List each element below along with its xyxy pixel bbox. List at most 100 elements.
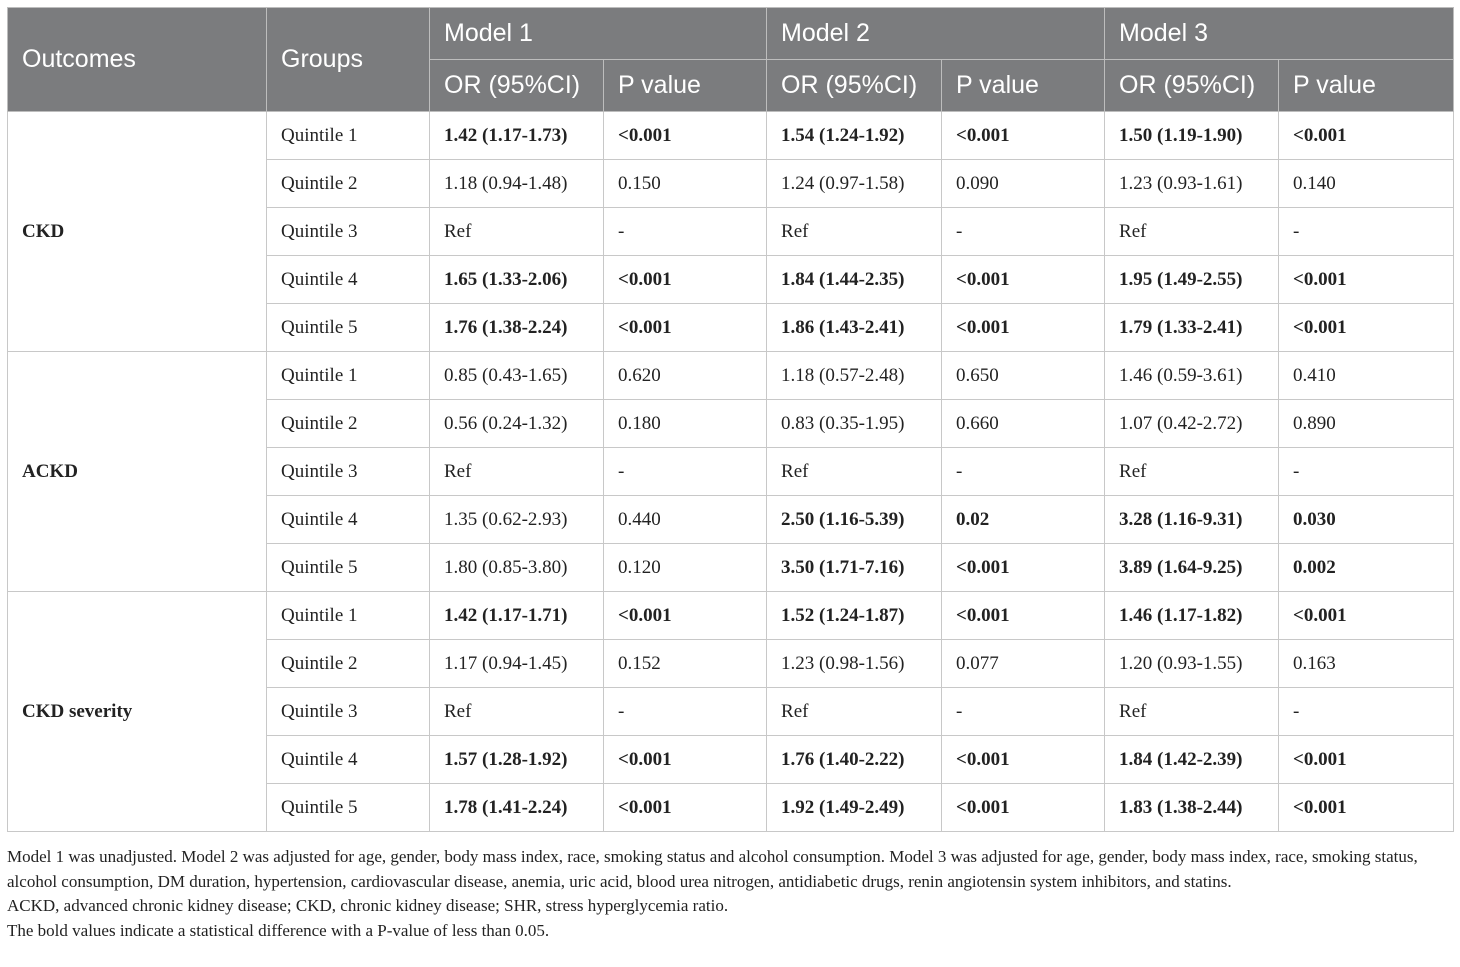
p-value-cell: 0.620 [602, 351, 768, 400]
results-table: Outcomes Groups Model 1 Model 2 Model 3 … [7, 7, 1455, 832]
p-value-cell: <0.001 [602, 255, 768, 304]
header-model-1: Model 1 [428, 7, 768, 60]
group-cell: Quintile 5 [266, 783, 430, 832]
outcome-cell: ACKD [7, 351, 267, 592]
outcome-cell: CKD [7, 111, 267, 352]
footnote-abbreviations: ACKD, advanced chronic kidney disease; C… [7, 896, 729, 915]
or-cell: 1.54 (1.24-1.92) [766, 111, 943, 160]
p-value-cell: - [1278, 207, 1455, 256]
footnote-models: Model 1 was unadjusted. Model 2 was adju… [7, 847, 1418, 891]
or-cell: Ref [766, 687, 943, 736]
or-cell: Ref [429, 687, 604, 736]
table-row: CKD severity Quintile 1 1.42 (1.17-1.71) <0… [7, 591, 1455, 832]
or-cell: Ref [1104, 447, 1280, 496]
p-value-cell: <0.001 [941, 303, 1106, 352]
table-row: CKD Quintile 1 1.42 (1.17-1.73) <0.001 1.54 … [7, 111, 1455, 352]
or-cell: 1.42 (1.17-1.73) [429, 111, 604, 160]
table-footnotes: Model 1 was unadjusted. Model 2 was adju… [7, 845, 1453, 943]
p-value-cell: - [941, 687, 1106, 736]
p-value-cell: <0.001 [602, 783, 768, 832]
or-cell: 1.79 (1.33-2.41) [1104, 303, 1280, 352]
header-outcomes: Outcomes [7, 7, 267, 112]
header-p-model-1: P value [602, 59, 768, 112]
table-row: Quintile 5 1.80 (0.85-3.80) 0.120 3.50 (1.7… [8, 543, 1455, 592]
or-cell: Ref [429, 207, 604, 256]
group-cell: Quintile 1 [266, 351, 430, 400]
table-row: Quintile 3 Ref - Ref - Ref - [8, 207, 1455, 256]
p-value-cell: 0.410 [1278, 351, 1455, 400]
p-value-cell: <0.001 [602, 111, 768, 160]
p-value-cell: - [1278, 687, 1455, 736]
table-row: Quintile 4 1.65 (1.33-2.06) <0.001 1.84 (1.… [8, 255, 1455, 304]
p-value-cell: - [1278, 447, 1455, 496]
p-value-cell: <0.001 [1278, 735, 1455, 784]
or-cell: 1.46 (1.17-1.82) [1104, 591, 1280, 640]
or-cell: 1.07 (0.42-2.72) [1104, 399, 1280, 448]
p-value-cell: <0.001 [941, 735, 1106, 784]
or-cell: 0.56 (0.24-1.32) [429, 399, 604, 448]
group-cell: Quintile 1 [266, 591, 430, 640]
or-cell: 3.28 (1.16-9.31) [1104, 495, 1280, 544]
p-value-cell: <0.001 [1278, 255, 1455, 304]
or-cell: 1.86 (1.43-2.41) [766, 303, 943, 352]
or-cell: Ref [1104, 207, 1280, 256]
or-cell: 1.84 (1.44-2.35) [766, 255, 943, 304]
group-cell: Quintile 3 [266, 207, 430, 256]
p-value-cell: 0.152 [602, 639, 768, 688]
p-value-cell: 0.077 [941, 639, 1106, 688]
footnote-bold-values: The bold values indicate a statistical d… [7, 920, 550, 940]
or-cell: 1.76 (1.40-2.22) [766, 735, 943, 784]
group-cell: Quintile 3 [266, 447, 430, 496]
p-value-cell: 0.090 [941, 159, 1106, 208]
group-cell: Quintile 4 [266, 495, 430, 544]
or-cell: 0.83 (0.35-1.95) [766, 399, 943, 448]
or-cell: 1.80 (0.85-3.80) [429, 543, 604, 592]
p-value-cell: 0.002 [1278, 543, 1455, 592]
header-groups: Groups [266, 7, 430, 112]
p-value-cell: 0.440 [602, 495, 768, 544]
or-cell: 1.76 (1.38-2.24) [429, 303, 604, 352]
p-value-cell: 0.660 [941, 399, 1106, 448]
p-value-cell: <0.001 [941, 591, 1106, 640]
table-container: Outcomes Groups Model 1 Model 2 Model 3 … [7, 7, 1455, 832]
p-value-cell: 0.163 [1278, 639, 1455, 688]
table-row: Quintile 5 1.76 (1.38-2.24) <0.001 1.86 (1.… [8, 303, 1455, 352]
or-cell: 1.95 (1.49-2.55) [1104, 255, 1280, 304]
header-or-model-3: OR (95%CI) [1104, 59, 1280, 112]
or-cell: 1.46 (0.59-3.61) [1104, 351, 1280, 400]
or-cell: 2.50 (1.16-5.39) [766, 495, 943, 544]
group-cell: Quintile 4 [266, 255, 430, 304]
p-value-cell: <0.001 [941, 543, 1106, 592]
or-cell: 1.42 (1.17-1.71) [429, 591, 604, 640]
p-value-cell: - [602, 447, 768, 496]
group-cell: Quintile 5 [266, 543, 430, 592]
or-cell: 1.52 (1.24-1.87) [766, 591, 943, 640]
or-cell: 1.20 (0.93-1.55) [1104, 639, 1280, 688]
table-body: CKD Quintile 1 1.42 (1.17-1.73) <0.001 1.54 … [7, 111, 1455, 832]
or-cell: 1.17 (0.94-1.45) [429, 639, 604, 688]
group-cell: Quintile 4 [266, 735, 430, 784]
table-row: ACKD Quintile 1 0.85 (0.43-1.65) 0.620 1.18 … [7, 351, 1455, 592]
p-value-cell: 0.890 [1278, 399, 1455, 448]
or-cell: 3.50 (1.71-7.16) [766, 543, 943, 592]
p-value-cell: - [941, 447, 1106, 496]
or-cell: 1.35 (0.62-2.93) [429, 495, 604, 544]
or-cell: 1.23 (0.93-1.61) [1104, 159, 1280, 208]
header-model-2: Model 2 [766, 7, 1106, 60]
p-value-cell: <0.001 [941, 111, 1106, 160]
p-value-cell: <0.001 [602, 735, 768, 784]
p-value-cell: 0.120 [602, 543, 768, 592]
table-row: Quintile 5 1.78 (1.41-2.24) <0.001 1.92 (1.… [8, 783, 1455, 832]
or-cell: 1.78 (1.41-2.24) [429, 783, 604, 832]
or-cell: 3.89 (1.64-9.25) [1104, 543, 1280, 592]
or-cell: 1.50 (1.19-1.90) [1104, 111, 1280, 160]
or-cell: 1.92 (1.49-2.49) [766, 783, 943, 832]
group-cell: Quintile 5 [266, 303, 430, 352]
table-row: Quintile 4 1.57 (1.28-1.92) <0.001 1.76 (1.… [8, 735, 1455, 784]
p-value-cell: <0.001 [602, 591, 768, 640]
group-cell: Quintile 2 [266, 639, 430, 688]
or-cell: Ref [1104, 687, 1280, 736]
or-cell: 1.57 (1.28-1.92) [429, 735, 604, 784]
p-value-cell: - [602, 687, 768, 736]
table-row: Quintile 3 Ref - Ref - Ref - [8, 687, 1455, 736]
